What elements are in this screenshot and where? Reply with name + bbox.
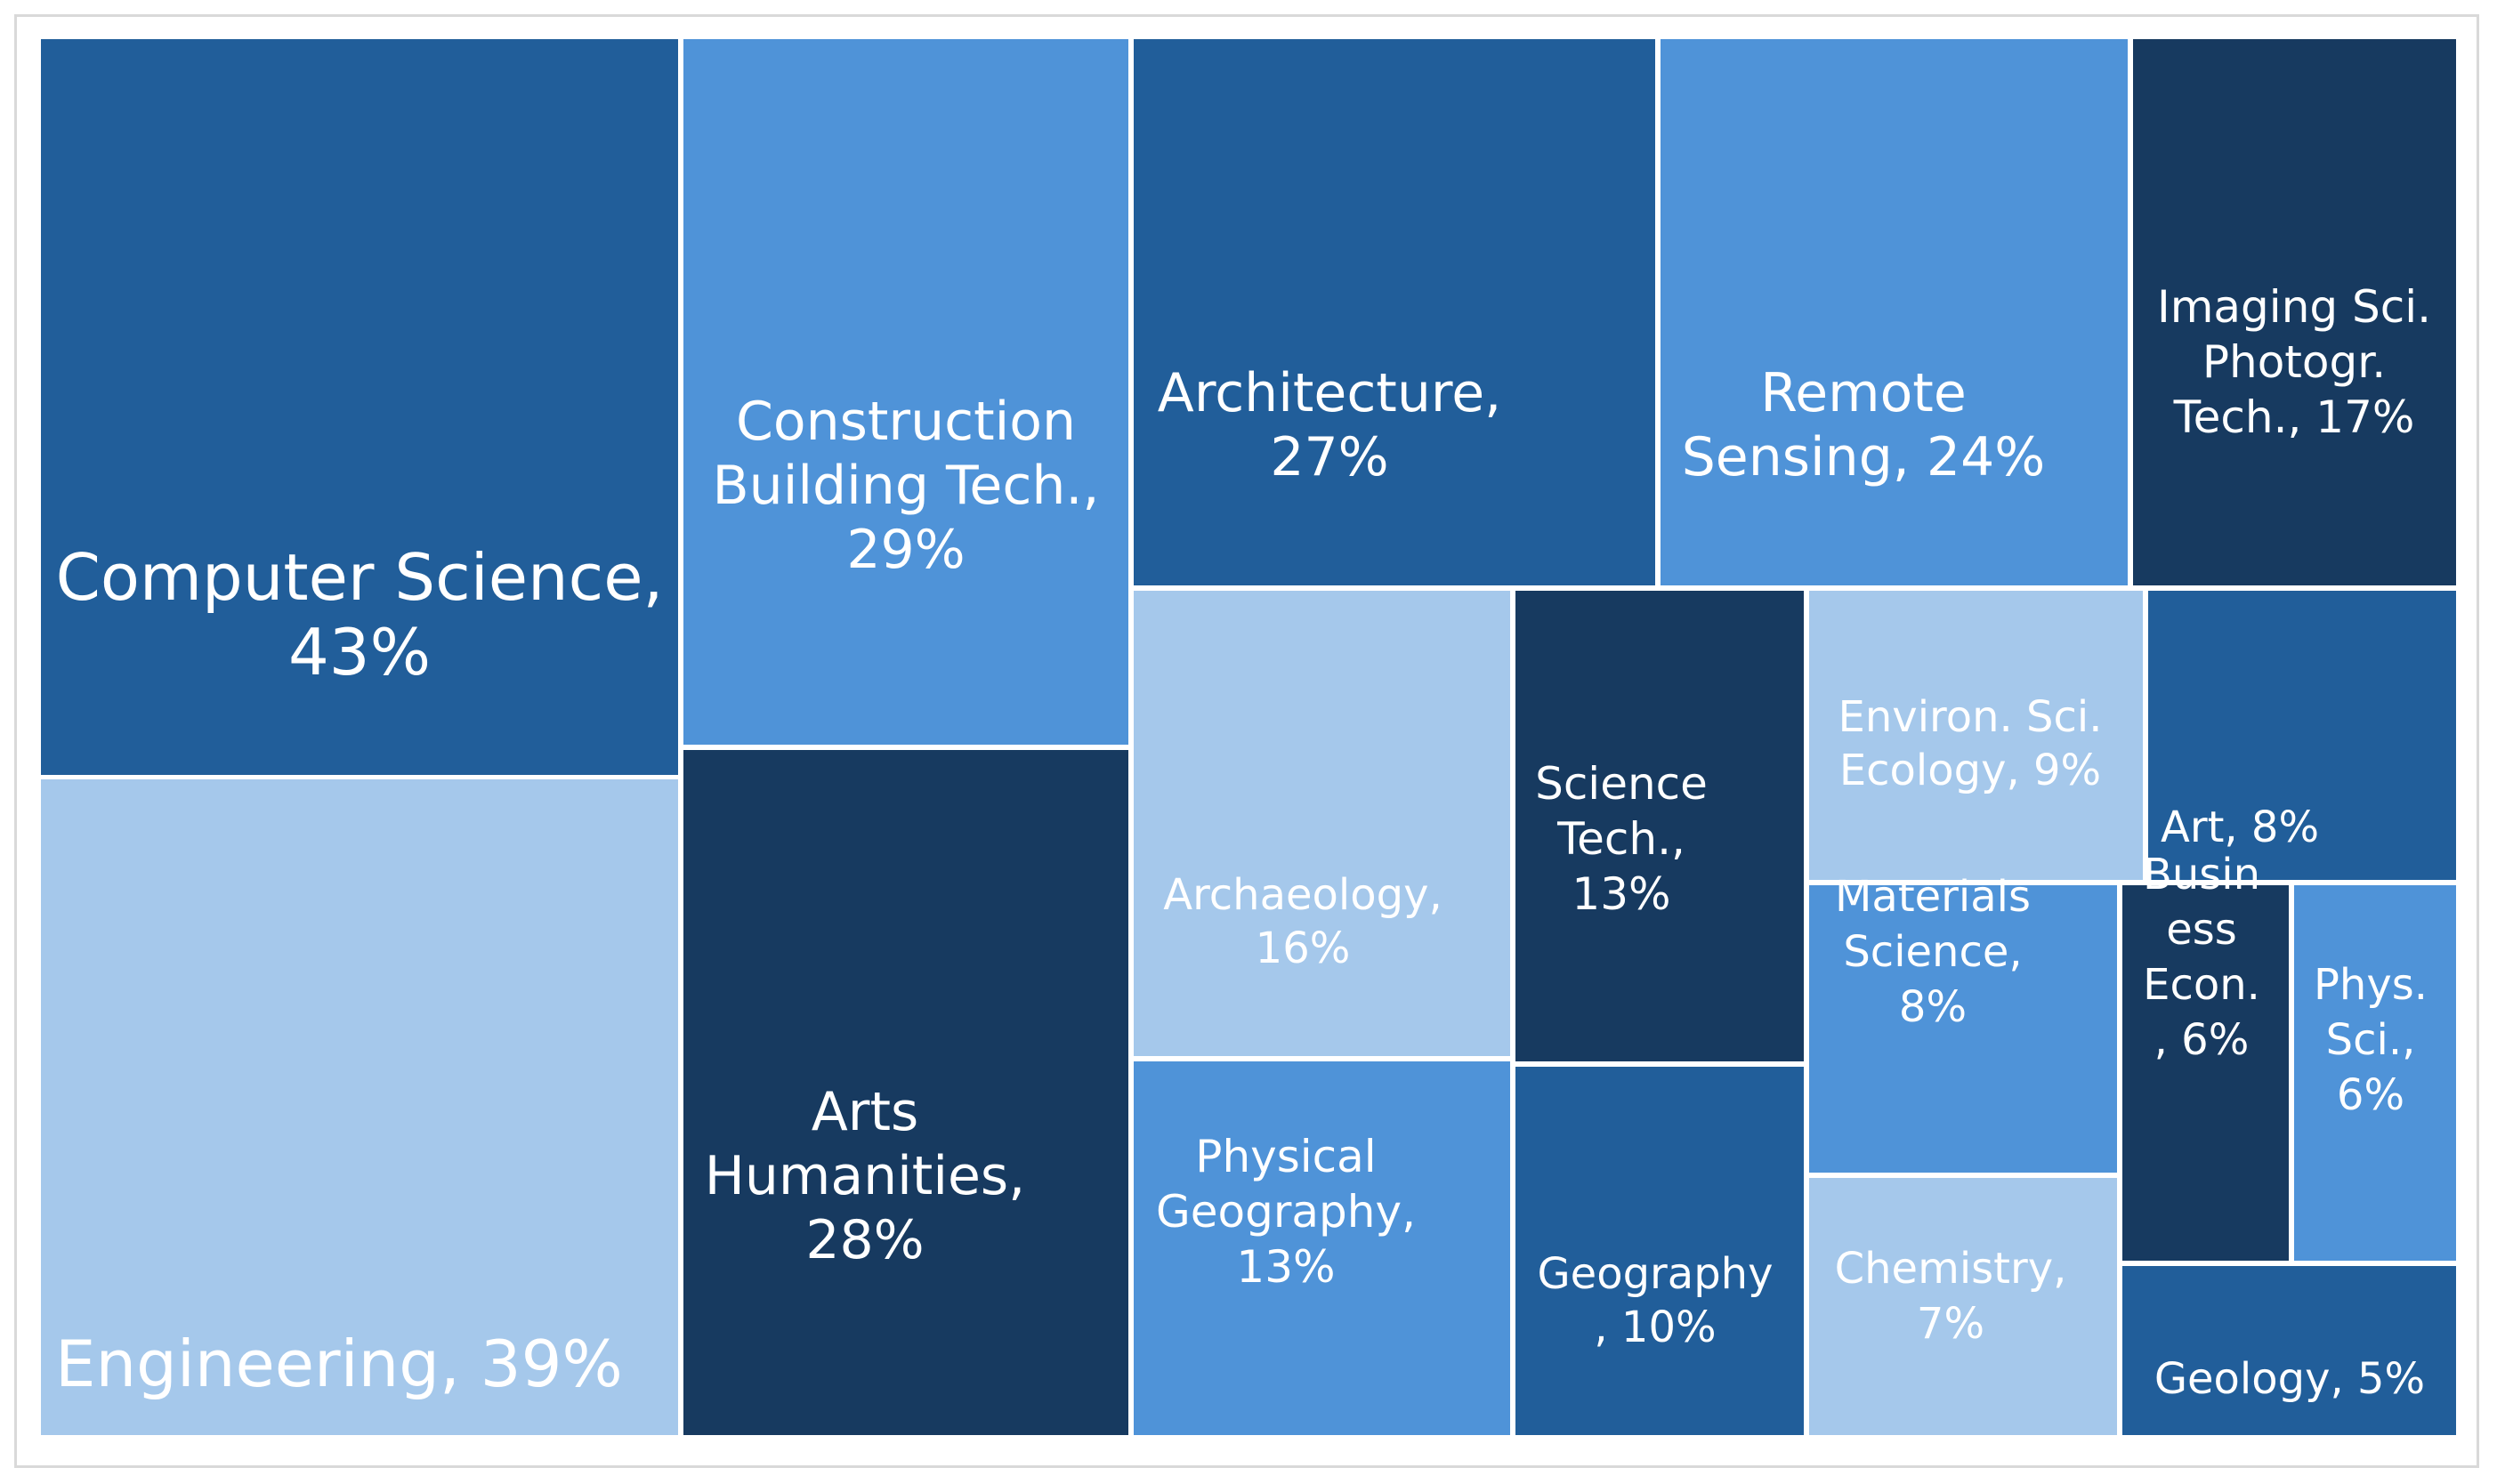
- treemap-tile-chemistry: Chemistry, 7%: [1809, 1178, 2117, 1435]
- treemap-tile-construction-building-tech: Construction Building Tech., 29%: [683, 39, 1128, 745]
- tile-label-environ-sci-ecology: Environ. Sci. Ecology, 9%: [1838, 692, 2103, 795]
- tile-rect-science-tech: [1515, 591, 1804, 1061]
- treemap-tile-physical-geography: Physical Geography, 13%: [1134, 1061, 1510, 1435]
- tile-label-line: Econ.: [2143, 960, 2260, 1010]
- tile-label-line: Computer Science,: [56, 540, 664, 615]
- tile-label-physical-geography: Physical Geography, 13%: [1156, 1131, 1416, 1293]
- tile-rect-computer-science: [41, 39, 678, 775]
- tile-rect-environ-sci-ecology: [1809, 591, 2143, 880]
- tile-label-line: Geology, 5%: [2154, 1354, 2425, 1404]
- treemap-tile-science-tech: Science Tech., 13%: [1515, 591, 1804, 1061]
- tile-label-line: 6%: [2337, 1070, 2404, 1120]
- tile-label-line: 43%: [288, 615, 431, 690]
- tile-label-line: Phys.: [2314, 960, 2428, 1010]
- treemap-tile-geology: Geology, 5%: [2122, 1266, 2456, 1435]
- tile-rect-arts-humanities: [683, 750, 1128, 1435]
- tile-label-line: Building Tech.,: [713, 455, 1100, 517]
- tile-label-line: Archaeology,: [1163, 870, 1442, 920]
- tile-label-line: 8%: [1899, 982, 1967, 1032]
- treemap-chart: Computer Science, 43% Engineering, 39% Cons…: [41, 39, 2456, 1435]
- tile-label-line: 27%: [1270, 426, 1388, 488]
- treemap-tile-geography: Geography, 10%: [1515, 1067, 1804, 1435]
- tile-label-line: , 10%: [1594, 1303, 1716, 1352]
- tile-label-line: 29%: [846, 519, 965, 581]
- tile-label-line: Imaging Sci.: [2157, 281, 2431, 333]
- tile-label-line: 28%: [805, 1209, 924, 1271]
- tile-label-line: Art, 8%: [2161, 802, 2319, 852]
- tile-rect-archaeology: [1134, 591, 1510, 1056]
- tile-rect-chemistry: [1809, 1178, 2117, 1435]
- tile-label-arts-humanities: Arts Humanities, 28%: [705, 1081, 1026, 1271]
- tile-label-line: Sci.,: [2326, 1015, 2416, 1065]
- tile-label-archaeology: Archaeology, 16%: [1163, 870, 1442, 973]
- tile-label-line: Engineering, 39%: [55, 1327, 623, 1401]
- tile-rect-geology: [2122, 1266, 2456, 1435]
- tile-label-imaging-sci-photogr-tech: Imaging Sci. Photogr. Tech., 17%: [2157, 281, 2431, 443]
- tile-label-line: Geography: [1537, 1249, 1773, 1299]
- tile-label-line: Busin: [2143, 850, 2260, 899]
- tile-label-line: 13%: [1236, 1241, 1335, 1293]
- tile-rect-remote-sensing: [1661, 39, 2128, 585]
- tile-label-line: Photogr.: [2202, 336, 2386, 388]
- tile-label-line: Science: [1535, 758, 1708, 810]
- tile-label-architecture: Architecture, 27%: [1158, 362, 1501, 488]
- tile-rect-business-econ: [2122, 885, 2289, 1261]
- tile-label-line: Physical: [1195, 1131, 1376, 1182]
- tile-label-line: Arts: [812, 1081, 919, 1143]
- tile-label-line: Ecology, 9%: [1839, 746, 2101, 795]
- tile-label-line: Chemistry,: [1835, 1244, 2067, 1294]
- tile-label-science-tech: Science Tech., 13%: [1535, 758, 1708, 920]
- treemap-tile-imaging-sci-photogr-tech: Imaging Sci. Photogr. Tech., 17%: [2133, 39, 2456, 585]
- tile-label-engineering: Engineering, 39%: [55, 1327, 623, 1401]
- tile-label-phys-sci: Phys. Sci., 6%: [2314, 960, 2428, 1120]
- tile-label-line: 13%: [1572, 868, 1670, 920]
- tile-rect-physical-geography: [1134, 1061, 1510, 1435]
- tile-label-materials-science: Materials Science, 8%: [1835, 872, 2031, 1032]
- tile-label-line: Architecture,: [1158, 362, 1501, 424]
- tile-label-computer-science: Computer Science, 43%: [56, 540, 664, 690]
- tile-label-chemistry: Chemistry, 7%: [1835, 1244, 2067, 1349]
- tile-label-line: Geography,: [1156, 1186, 1416, 1238]
- tile-label-line: Construction: [736, 391, 1076, 453]
- tile-rect-architecture: [1134, 39, 1655, 585]
- tile-label-line: ess: [2166, 905, 2237, 955]
- tile-rect-imaging-sci-photogr-tech: [2133, 39, 2456, 585]
- tile-label-line: Remote: [1760, 362, 1967, 424]
- treemap-tile-engineering: Engineering, 39%: [41, 779, 678, 1435]
- tile-label-line: Sensing, 24%: [1682, 426, 2046, 488]
- tile-rect-engineering: [41, 779, 678, 1435]
- tile-label-line: Environ. Sci.: [1838, 692, 2103, 742]
- treemap-tile-arts-humanities: Arts Humanities, 28%: [683, 750, 1128, 1435]
- tile-label-business-econ: Busin ess Econ., 6%: [2143, 850, 2260, 1065]
- treemap-tile-environ-sci-ecology: Environ. Sci. Ecology, 9%: [1809, 591, 2143, 880]
- treemap-tile-materials-science: Materials Science, 8%: [1809, 872, 2117, 1173]
- treemap-tile-remote-sensing: Remote Sensing, 24%: [1661, 39, 2128, 585]
- tile-rect-phys-sci: [2294, 885, 2456, 1261]
- treemap-tile-computer-science: Computer Science, 43%: [41, 39, 678, 775]
- treemap-tile-phys-sci: Phys. Sci., 6%: [2294, 885, 2456, 1261]
- tile-label-geography: Geography, 10%: [1537, 1249, 1773, 1352]
- treemap-tile-architecture: Architecture, 27%: [1134, 39, 1655, 585]
- tile-label-line: 16%: [1256, 923, 1351, 973]
- tile-rect-geography: [1515, 1067, 1804, 1435]
- treemap-tile-business-econ: Busin ess Econ., 6%: [2122, 850, 2289, 1261]
- tile-label-line: Materials: [1835, 872, 2031, 922]
- tile-label-geology: Geology, 5%: [2154, 1354, 2425, 1404]
- tile-label-art: Art, 8%: [2161, 802, 2319, 852]
- treemap-tile-archaeology: Archaeology, 16%: [1134, 591, 1510, 1056]
- tile-label-line: Humanities,: [705, 1145, 1026, 1207]
- tile-label-line: , 6%: [2154, 1015, 2250, 1065]
- tile-rect-materials-science: [1809, 885, 2117, 1173]
- chart-frame: Computer Science, 43% Engineering, 39% Cons…: [14, 14, 2479, 1468]
- tile-label-line: Science,: [1843, 927, 2022, 977]
- tile-label-construction-building-tech: Construction Building Tech., 29%: [713, 391, 1100, 581]
- tile-label-line: Tech., 17%: [2173, 391, 2415, 443]
- treemap-tile-art: Art, 8%: [2148, 591, 2456, 880]
- tile-rect-art: [2148, 591, 2456, 880]
- tile-label-line: Tech.,: [1556, 813, 1685, 865]
- tile-rect-construction-building-tech: [683, 39, 1128, 745]
- tile-label-remote-sensing: Remote Sensing, 24%: [1682, 362, 2046, 488]
- tile-label-line: 7%: [1917, 1299, 1984, 1349]
